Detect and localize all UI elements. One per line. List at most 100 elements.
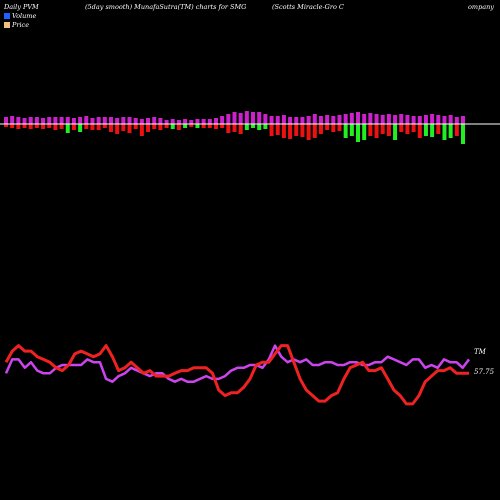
volume-bar-up xyxy=(461,116,465,124)
volume-bar-down xyxy=(244,124,249,130)
volume-bar-down xyxy=(362,124,367,140)
volume-bar-down xyxy=(4,124,8,127)
chart-header-company-a: (Scotts Miracle-Gro C xyxy=(272,3,344,11)
volume-bar-down xyxy=(59,124,64,129)
volume-bar-up xyxy=(170,119,175,124)
volume-bar-down xyxy=(90,124,95,130)
volume-bar-down xyxy=(170,124,175,129)
volume-bar-down xyxy=(41,124,46,129)
volume-bar-down xyxy=(331,124,336,132)
volume-bar-down xyxy=(176,124,181,130)
volume-bar-down xyxy=(349,124,354,136)
volume-bar-up xyxy=(53,117,58,124)
volume-bar-up xyxy=(41,118,46,124)
volume-bar-down xyxy=(374,124,379,138)
legend-price-swatch xyxy=(4,22,10,28)
volume-bar-down xyxy=(281,124,286,138)
volume-bar-up xyxy=(306,116,311,124)
volume-bar-down xyxy=(146,124,151,132)
volume-bar-up xyxy=(146,118,151,124)
volume-bar-down xyxy=(411,124,416,132)
volume-bar-up xyxy=(195,119,200,124)
volume-bar-up xyxy=(34,117,39,124)
volume-bar-down xyxy=(195,124,200,128)
volume-bar-up xyxy=(417,116,422,124)
volume-bar-up xyxy=(331,116,336,124)
volume-bar-down xyxy=(386,124,391,136)
volume-bar-up xyxy=(275,116,280,124)
legend-price: Price xyxy=(4,21,29,29)
volume-bar-up xyxy=(121,117,126,124)
volume-bar-down xyxy=(115,124,120,134)
volume-bar-up xyxy=(96,117,101,124)
legend-price-label: Price xyxy=(12,21,30,29)
volume-bar-up xyxy=(78,117,83,124)
volume-bar-down xyxy=(158,124,163,130)
volume-bar-down xyxy=(257,124,262,130)
volume-bar-up xyxy=(399,114,404,124)
volume-bar-up xyxy=(325,115,330,124)
volume-bar-down xyxy=(430,124,435,137)
volume-bar-down xyxy=(269,124,274,136)
volume-bar-down xyxy=(226,124,231,133)
volume-bar-up xyxy=(232,112,237,124)
volume-bar-up xyxy=(380,115,385,124)
volume-bar-down xyxy=(108,124,113,132)
volume-bar-up xyxy=(423,115,428,124)
volume-bar-down xyxy=(337,124,342,131)
volume-bar-down xyxy=(34,124,39,128)
volume-bar-up xyxy=(84,116,89,124)
volume-bar-up xyxy=(411,116,416,124)
volume-bar-up xyxy=(213,118,218,124)
volume-bar-down xyxy=(294,124,299,136)
volume-bar-up xyxy=(251,112,256,124)
volume-bar-up xyxy=(115,118,120,124)
volume-bar-down xyxy=(78,124,83,132)
volume-bar-up xyxy=(244,111,249,124)
volume-bar-up xyxy=(393,115,398,124)
volume-bar-up xyxy=(220,116,225,124)
volume-bar-down xyxy=(139,124,144,136)
volume-bar-down xyxy=(16,124,21,129)
volume-bar-up xyxy=(176,120,181,124)
volume-bar-down xyxy=(28,124,33,129)
volume-bar-down xyxy=(152,124,157,129)
volume-bar-up xyxy=(294,117,299,124)
volume-bar-up xyxy=(189,120,194,124)
volume-bar-up xyxy=(454,117,459,124)
chart-header-left: Daily PVM xyxy=(4,3,39,11)
volume-bar-down xyxy=(461,124,465,144)
volume-bar-up xyxy=(10,116,15,124)
volume-bar-down xyxy=(238,124,243,134)
volume-bar-up xyxy=(312,114,317,124)
volume-bar-up xyxy=(158,118,163,124)
volume-bar-up xyxy=(257,112,262,124)
volume-bar-up xyxy=(22,118,27,124)
volume-bar-down xyxy=(288,124,293,139)
volume-bar-down xyxy=(47,124,52,128)
volume-bar-up xyxy=(263,114,268,124)
volume-bar-up xyxy=(343,114,348,124)
volume-bar-up xyxy=(183,119,188,124)
purple-line-end-label: TM xyxy=(474,348,486,356)
volume-bar-up xyxy=(448,115,453,124)
volume-bar-down xyxy=(220,124,225,128)
volume-bar-up xyxy=(430,114,435,124)
volume-bar-up xyxy=(152,117,157,124)
volume-bar-down xyxy=(405,124,410,134)
volume-bar-down xyxy=(102,124,107,128)
legend-volume-label: Volume xyxy=(12,12,37,20)
volume-bar-up xyxy=(102,117,107,124)
volume-bar-up xyxy=(337,115,342,124)
volume-bar-down xyxy=(53,124,58,130)
volume-bar-up xyxy=(108,117,113,124)
volume-bar-down xyxy=(232,124,237,132)
volume-bar-down xyxy=(201,124,206,128)
purple-series-line xyxy=(4,344,471,383)
volume-bar-down xyxy=(380,124,385,134)
volume-bar-up xyxy=(362,114,367,124)
volume-bar-up xyxy=(139,119,144,124)
volume-bar-down xyxy=(189,124,194,127)
